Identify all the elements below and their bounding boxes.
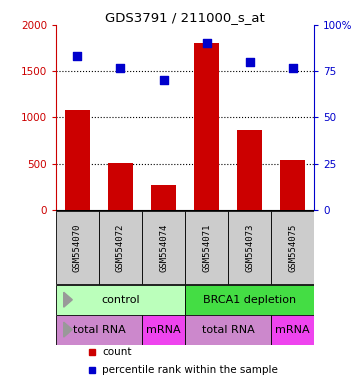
Text: GSM554070: GSM554070 (73, 223, 82, 271)
Polygon shape (64, 322, 72, 337)
Bar (271, 314, 314, 344)
Point (75, 53, 81, 60)
Text: GSM554074: GSM554074 (159, 223, 168, 271)
Point (118, 65, 123, 71)
Bar (185, 314, 271, 344)
Bar (151, 185, 177, 210)
Text: GSM554073: GSM554073 (245, 223, 254, 271)
Bar (229, 211, 271, 284)
Point (290, 65, 295, 71)
Point (204, 40, 209, 46)
Title: GDS3791 / 211000_s_at: GDS3791 / 211000_s_at (105, 11, 265, 24)
Text: count: count (103, 348, 132, 358)
Text: mRNA: mRNA (146, 324, 181, 334)
Bar (56, 285, 185, 314)
Bar (193, 43, 219, 210)
Text: GSM554075: GSM554075 (288, 223, 297, 271)
Bar (56, 314, 142, 344)
Point (161, 78, 166, 84)
Polygon shape (64, 292, 72, 307)
Bar (271, 211, 314, 284)
Text: percentile rank within the sample: percentile rank within the sample (103, 365, 278, 375)
Bar (142, 314, 185, 344)
Text: GSM554071: GSM554071 (202, 223, 211, 271)
Bar (237, 129, 262, 210)
Bar (99, 211, 142, 284)
Text: GSM554072: GSM554072 (116, 223, 125, 271)
Bar (108, 163, 134, 210)
Bar (56, 211, 99, 284)
Text: control: control (101, 295, 140, 305)
Text: BRCA1 depletion: BRCA1 depletion (203, 295, 296, 305)
Point (247, 59, 252, 65)
Bar (185, 285, 314, 314)
Text: total RNA: total RNA (202, 324, 255, 334)
Text: mRNA: mRNA (275, 324, 310, 334)
Bar (186, 211, 227, 284)
Text: total RNA: total RNA (73, 324, 125, 334)
Bar (143, 211, 184, 284)
Bar (65, 110, 90, 210)
Bar (280, 160, 305, 210)
